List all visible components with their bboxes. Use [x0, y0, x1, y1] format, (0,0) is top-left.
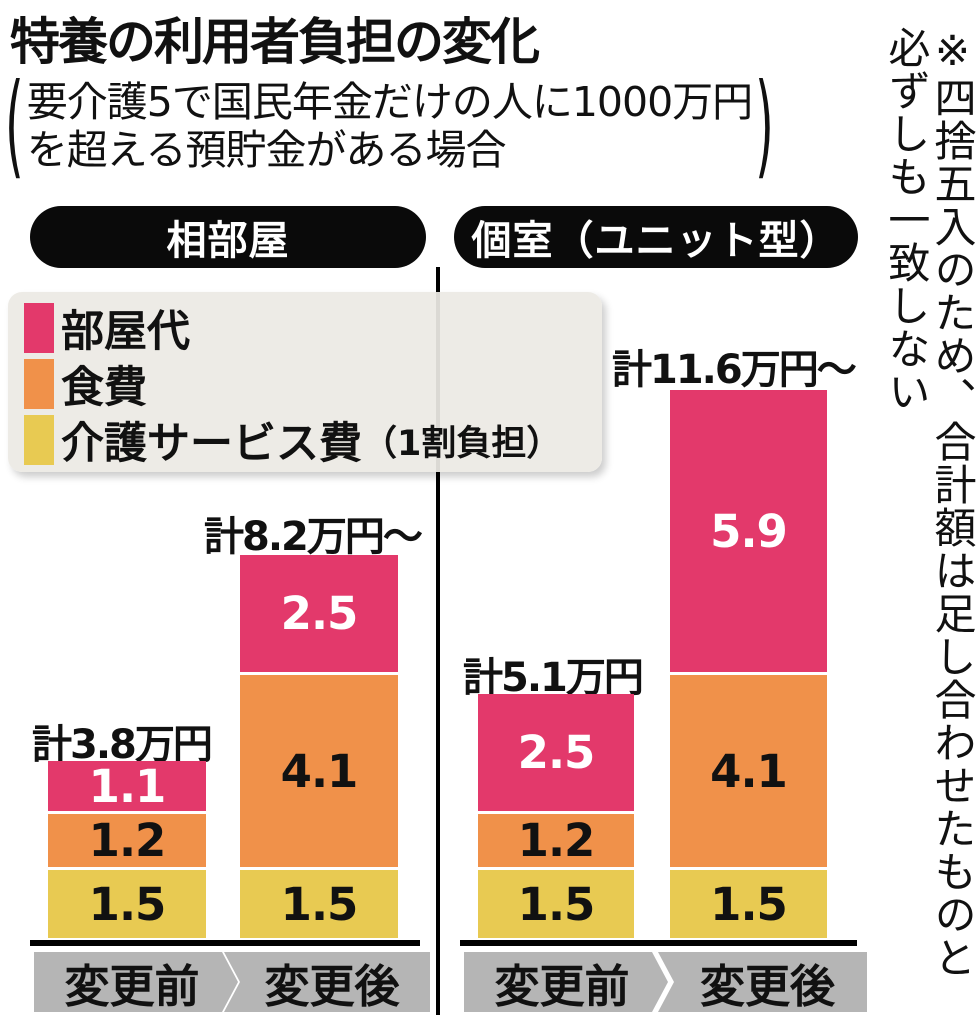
category-label-before: 変更前	[464, 952, 668, 1012]
total-label: 計5.1万円	[463, 655, 644, 701]
bar-segment-meal: 1.2	[478, 814, 634, 867]
category-label-after: 変更後	[658, 952, 867, 1012]
bar-segment-care: 1.5	[670, 870, 827, 938]
legend-item-room: 部屋代	[24, 300, 602, 357]
bar-segment-room: 1.1	[48, 760, 206, 813]
section-header-shared-room: 相部屋	[30, 206, 426, 268]
open-paren: (	[5, 60, 24, 193]
legend-suffix: （1割負担）	[362, 423, 562, 464]
legend-label: 食費	[61, 363, 147, 413]
section-divider	[436, 267, 440, 1015]
rounding-footnote: ※四捨五入のため、合計額は足し合わせたものと 必ずしも一致しない	[881, 26, 977, 1020]
care-color-swatch	[24, 415, 54, 465]
meal-color-swatch	[24, 359, 54, 409]
section-header-private-room: 個室（ユニット型）	[454, 206, 858, 268]
bar-segment-care: 1.5	[240, 870, 398, 938]
legend: 部屋代 食費 介護サービス費 （1割負担）	[8, 292, 602, 472]
legend-item-meal: 食費	[24, 356, 602, 413]
bar-segment-meal: 4.1	[670, 675, 827, 867]
category-label-before: 変更前	[34, 952, 238, 1012]
subtitle-lines: 要介護5で国民年金だけの人に1000万円 を超える預貯金がある場合	[26, 78, 753, 175]
total-label: 計3.8万円	[32, 722, 213, 768]
bar-segment-room: 5.9	[670, 390, 827, 672]
legend-label: 部屋代	[61, 307, 190, 357]
bar-segment-care: 1.5	[48, 870, 206, 938]
page-title: 特養の利用者負担の変化	[10, 13, 540, 71]
total-label: 計11.6万円～	[612, 347, 857, 393]
bar-segment-care: 1.5	[478, 870, 634, 938]
x-axis-line	[30, 940, 420, 946]
bar-segment-meal: 4.1	[240, 675, 398, 867]
bar-segment-room: 2.5	[240, 555, 398, 672]
subtitle-line1: 要介護5で国民年金だけの人に1000万円	[26, 78, 753, 126]
legend-label: 介護サービス費	[61, 419, 362, 469]
room-color-swatch	[24, 303, 54, 353]
footnote-line1: ※四捨五入のため、合計額は足し合わせたものと	[928, 26, 977, 979]
category-label-after: 変更後	[224, 952, 430, 1012]
footnote-line2: 必ずしも一致しない	[881, 26, 931, 413]
close-paren: )	[755, 60, 774, 193]
bar-segment-meal: 1.2	[48, 814, 206, 867]
total-label: 計8.2万円～	[204, 514, 423, 560]
bar-segment-room: 2.5	[478, 694, 634, 811]
x-axis-line	[460, 940, 857, 946]
legend-item-care: 介護サービス費 （1割負担）	[24, 412, 602, 469]
subtitle: ( 要介護5で国民年金だけの人に1000万円 を超える預貯金がある場合 )	[2, 70, 777, 183]
subtitle-line2: を超える預貯金がある場合	[26, 126, 507, 175]
